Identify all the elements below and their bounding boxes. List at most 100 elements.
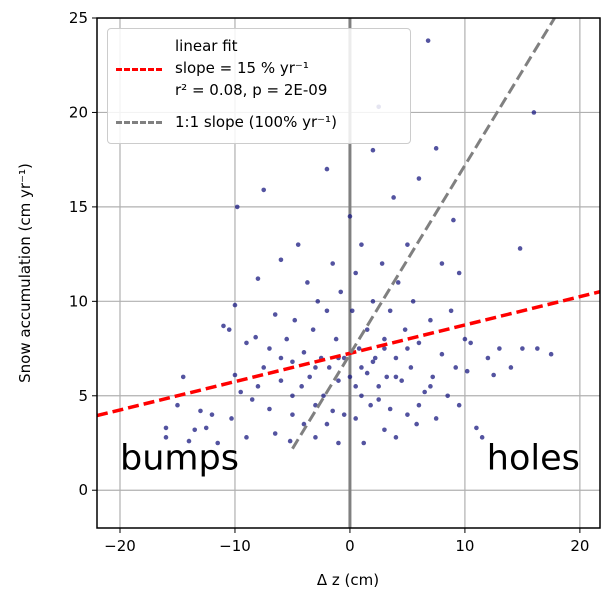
point — [451, 217, 456, 223]
legend-handle — [116, 68, 162, 71]
legend-label: linear fit slope = 15 % yr⁻¹ r² = 0.08, … — [175, 37, 328, 99]
point — [313, 435, 318, 440]
point — [315, 299, 321, 304]
point — [395, 280, 401, 285]
point — [163, 435, 169, 440]
point — [368, 402, 373, 408]
point — [520, 346, 525, 351]
point — [497, 346, 502, 351]
point — [485, 355, 491, 361]
x-tick-label: −20 — [104, 537, 136, 555]
point — [535, 346, 540, 351]
point — [356, 346, 362, 351]
point — [321, 393, 326, 399]
point — [278, 378, 284, 383]
point — [249, 397, 255, 402]
point — [305, 280, 310, 285]
point — [464, 368, 470, 374]
x-tick-label: 0 — [345, 537, 355, 555]
point — [508, 365, 514, 370]
point — [292, 317, 298, 323]
point — [405, 412, 410, 417]
point — [414, 421, 419, 427]
point — [255, 384, 261, 389]
plot-frame — [96, 17, 601, 529]
point — [244, 435, 249, 440]
point — [379, 261, 385, 266]
point — [402, 327, 408, 332]
y-tick-label: 0 — [78, 481, 88, 499]
point — [238, 389, 244, 395]
point — [290, 393, 295, 399]
point — [391, 195, 396, 200]
point — [416, 176, 422, 181]
point — [410, 299, 416, 304]
point — [399, 378, 404, 383]
point — [416, 340, 422, 346]
x-tick-label: −10 — [219, 537, 251, 555]
fit-line — [97, 290, 600, 418]
point — [393, 435, 399, 440]
point — [287, 438, 293, 444]
point — [186, 438, 192, 444]
y-tick-label: 15 — [69, 198, 88, 216]
point — [290, 359, 295, 365]
point — [370, 359, 376, 365]
point — [430, 374, 436, 380]
point — [232, 372, 238, 378]
y-tick-label: 5 — [78, 387, 88, 405]
point — [226, 327, 232, 332]
point — [422, 389, 427, 395]
point — [330, 261, 335, 266]
point — [376, 384, 381, 389]
point — [445, 393, 450, 399]
point — [405, 346, 410, 351]
point — [299, 384, 304, 389]
point — [428, 317, 433, 323]
point — [439, 351, 445, 357]
point — [468, 340, 473, 346]
point — [479, 435, 485, 440]
point — [333, 336, 339, 342]
point — [338, 289, 344, 295]
legend: linear fit slope = 15 % yr⁻¹ r² = 0.08, … — [107, 28, 411, 144]
point — [453, 365, 459, 370]
point — [382, 336, 387, 342]
x-tick-label: 10 — [455, 537, 474, 555]
point — [336, 378, 341, 383]
point — [364, 327, 370, 332]
point — [359, 242, 364, 247]
point — [387, 406, 393, 412]
point — [261, 365, 267, 370]
point — [428, 384, 433, 389]
point — [295, 242, 301, 247]
point — [253, 334, 258, 340]
point — [272, 312, 278, 317]
y-tick-label: 10 — [69, 292, 88, 310]
point — [393, 355, 399, 361]
point — [215, 440, 221, 446]
point — [433, 146, 439, 151]
point — [244, 340, 249, 346]
point — [548, 351, 554, 357]
point — [349, 308, 355, 314]
point — [229, 416, 234, 421]
annotation: holes — [487, 438, 580, 478]
point — [359, 365, 364, 370]
point — [439, 261, 445, 266]
point — [290, 412, 295, 417]
point — [255, 276, 261, 281]
point — [278, 257, 284, 263]
point — [209, 412, 215, 417]
point — [353, 416, 358, 421]
point — [387, 308, 393, 314]
legend-handle — [116, 121, 162, 124]
point — [272, 431, 278, 436]
point — [324, 308, 330, 314]
point — [267, 406, 272, 412]
point — [462, 336, 468, 342]
point — [372, 355, 378, 361]
point — [232, 302, 238, 308]
point — [405, 242, 410, 247]
